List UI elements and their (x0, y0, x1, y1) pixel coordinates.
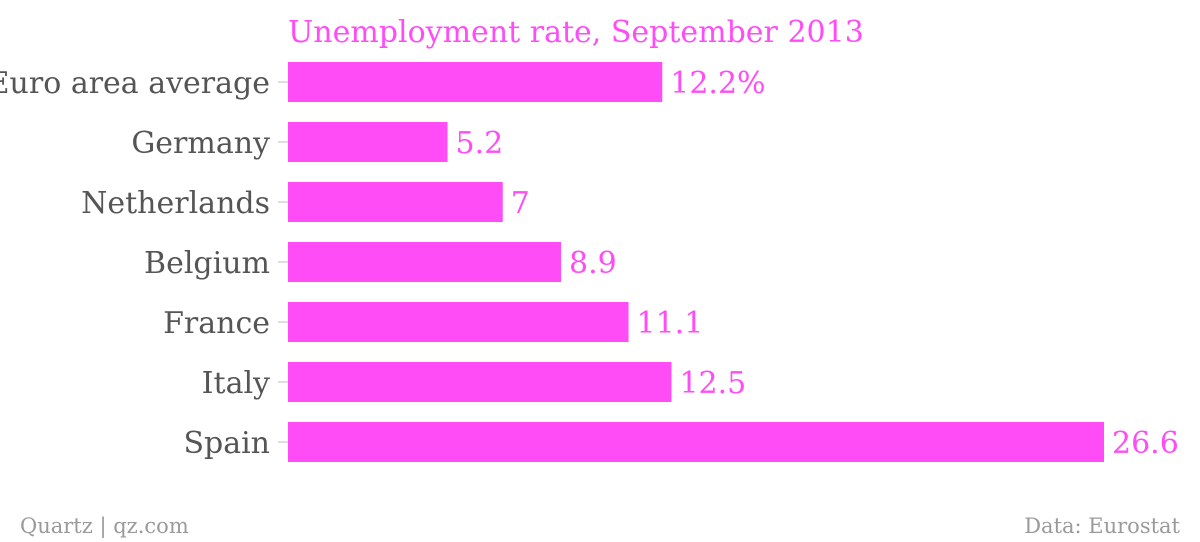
bar (288, 302, 629, 342)
value-label: 11.1 (637, 306, 704, 341)
value-label: 8.9 (569, 246, 617, 281)
footer-source: Data: Eurostat (1024, 514, 1180, 538)
value-label: 12.5 (679, 366, 746, 401)
value-label: 12.2% (670, 66, 765, 101)
bars-group: Euro area average 12.2% Germany 5.2 Netherla… (0, 62, 1179, 462)
bar (288, 122, 448, 162)
chart-title: Unemployment rate, September 2013 (288, 15, 864, 50)
bar (288, 362, 672, 402)
bar (288, 62, 663, 102)
bar (288, 422, 1104, 462)
value-label: 26.6 (1112, 426, 1179, 461)
value-label: 5.2 (456, 126, 504, 161)
category-label: Netherlands (81, 186, 270, 221)
value-label: 7 (511, 186, 530, 221)
category-label: Belgium (144, 246, 270, 281)
category-label: Italy (202, 366, 270, 401)
footer-credit: Quartz | qz.com (20, 514, 189, 539)
category-label: Germany (131, 126, 270, 161)
category-label: Euro area average (0, 66, 270, 101)
bar (288, 242, 562, 282)
bar (288, 182, 503, 222)
category-label: Spain (183, 426, 270, 461)
category-label: France (163, 306, 270, 341)
